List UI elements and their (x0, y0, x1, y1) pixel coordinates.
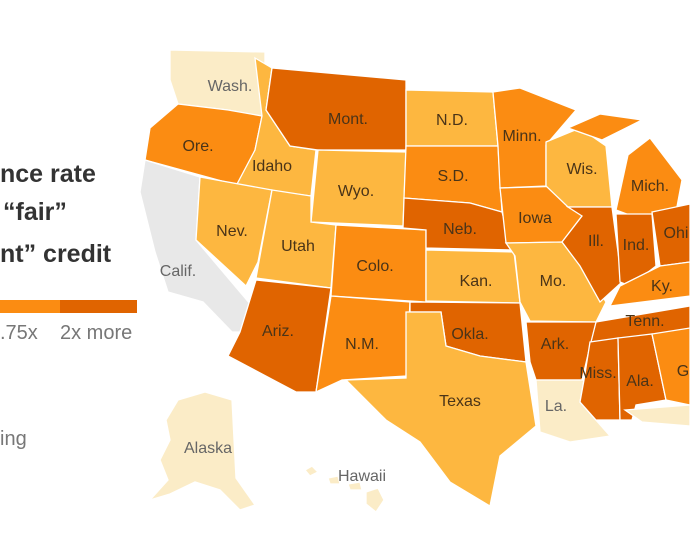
state-label-mi: Mich. (631, 178, 669, 195)
state-hi (365, 487, 385, 513)
state-mi (615, 137, 683, 217)
state-label-il: Ill. (588, 233, 604, 250)
state-mi_up (566, 113, 645, 141)
state-label-ar: Ark. (541, 336, 569, 353)
state-il (561, 206, 623, 304)
state-label-mn: Minn. (502, 128, 541, 145)
state-label-wa: Wash. (208, 78, 253, 95)
state-hi (304, 465, 320, 477)
state-hi (327, 475, 341, 485)
state-label-ia: Iowa (518, 210, 552, 227)
state-label-mt: Mont. (328, 111, 368, 128)
state-label-sd: S.D. (437, 168, 468, 185)
state-label-ak: Alaska (184, 440, 232, 457)
state-oh (651, 203, 690, 267)
state-label-mo: Mo. (540, 273, 567, 290)
state-label-wy: Wyo. (338, 183, 374, 200)
state-label-wi: Wis. (566, 161, 597, 178)
state-label-in: Ind. (623, 237, 650, 254)
state-label-oh: Ohi (664, 225, 689, 242)
legend-swatch-2x (60, 300, 137, 313)
legend-label-2x: 2x more (60, 322, 133, 344)
state-label-co: Colo. (356, 258, 393, 275)
state-label-ne: Neb. (443, 221, 477, 238)
state-label-id: Idaho (252, 158, 292, 175)
title-line-3: nt” credit (0, 240, 112, 268)
state-label-ut: Utah (281, 238, 315, 255)
legend-no-data-label: ing (0, 428, 27, 450)
state-label-nd: N.D. (436, 112, 468, 129)
state-ky (608, 261, 690, 307)
state-label-tn: Tenn. (625, 313, 664, 330)
state-label-la: La. (545, 398, 567, 415)
state-ga (651, 327, 690, 406)
state-ne (402, 197, 513, 251)
state-label-hi: Hawaii (338, 468, 386, 485)
state-label-ca: Calif. (160, 263, 196, 280)
state-label-ga: G (677, 363, 689, 380)
state-label-nv: Nev. (216, 223, 248, 240)
state-ak (147, 391, 257, 511)
state-nm (315, 295, 411, 394)
state-label-ky: Ky. (651, 278, 673, 295)
state-label-tx: Texas (439, 393, 481, 410)
state-nv (195, 176, 273, 288)
legend-label-1-75x: .75x (0, 322, 38, 344)
title-line-2: “fair” (3, 198, 67, 226)
state-label-az: Ariz. (262, 323, 294, 340)
state-label-al: Ala. (626, 373, 654, 390)
state-label-ks: Kan. (460, 273, 493, 290)
state-label-nm: N.M. (345, 336, 379, 353)
legend-swatch-1-75x (0, 300, 60, 313)
state-label-ms: Miss. (579, 365, 616, 382)
state-fl (623, 404, 690, 427)
state-mt (265, 67, 407, 151)
state-label-or: Ore. (182, 138, 213, 155)
title-line-1: nce rate (0, 160, 96, 188)
state-label-ok: Okla. (451, 326, 488, 343)
state-hi (347, 481, 363, 491)
state-tx (344, 311, 537, 508)
